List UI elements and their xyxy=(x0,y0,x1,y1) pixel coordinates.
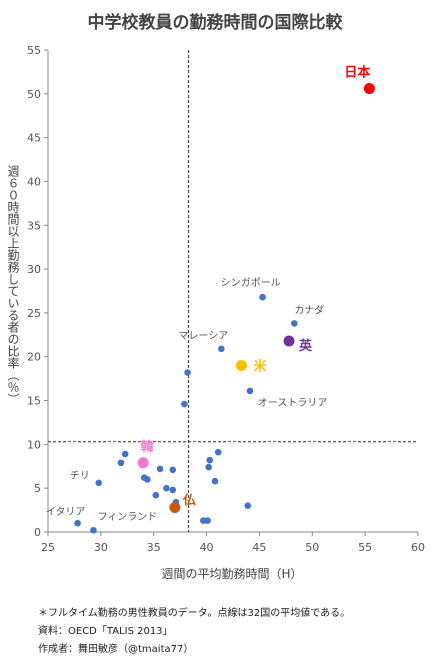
y-tick-label: 15 xyxy=(27,395,41,408)
data-point xyxy=(152,491,160,499)
data-point xyxy=(169,466,177,474)
highlighted-point xyxy=(363,83,375,95)
data-point xyxy=(259,293,266,301)
highlighted-label: 韓 xyxy=(141,439,154,455)
y-tick-label: 50 xyxy=(27,88,41,101)
y-tick-label: 25 xyxy=(27,307,41,320)
highlighted-point xyxy=(283,335,295,347)
y-axis-title: 週６０時間以上勤務している者の比率（％） xyxy=(6,165,20,405)
x-tick-label: 60 xyxy=(411,541,425,554)
x-tick-label: 50 xyxy=(305,541,319,554)
data-point xyxy=(205,463,212,471)
y-tick-label: 5 xyxy=(34,482,41,495)
highlighted-label: 米 xyxy=(253,358,267,374)
chart-title: 中学校教員の勤務時間の国際比較 xyxy=(88,12,344,33)
x-tick-label: 25 xyxy=(41,541,55,554)
country-annotation: フィンランド xyxy=(97,511,157,523)
x-tick-label: 30 xyxy=(94,541,108,554)
x-tick-label: 40 xyxy=(200,541,214,554)
y-tick-label: 20 xyxy=(27,351,41,364)
y-tick-label: 0 xyxy=(34,526,41,539)
data-point xyxy=(206,456,214,464)
footnote-source: 資料：OECD「TALIS 2013」 xyxy=(38,626,173,637)
data-point xyxy=(218,345,225,353)
data-point xyxy=(169,486,177,494)
data-point xyxy=(95,479,103,487)
x-tick-label: 55 xyxy=(358,541,372,554)
y-tick-label: 40 xyxy=(27,175,41,188)
highlighted-point xyxy=(137,457,149,469)
data-point xyxy=(214,448,222,456)
data-point xyxy=(144,476,151,483)
data-point xyxy=(291,320,298,327)
data-points-layer xyxy=(74,83,375,534)
data-point xyxy=(244,502,252,510)
country-annotation: チリ xyxy=(70,470,90,482)
y-tick-label: 55 xyxy=(27,44,41,57)
data-point xyxy=(117,459,125,467)
x-tick-label: 35 xyxy=(147,541,161,554)
data-point xyxy=(211,477,219,485)
country-annotation: イタリア xyxy=(46,506,86,518)
y-tick-label: 35 xyxy=(27,219,41,232)
data-point xyxy=(204,517,211,524)
data-point xyxy=(90,526,97,534)
y-tick-label: 45 xyxy=(27,132,41,145)
x-tick-label: 45 xyxy=(252,541,266,554)
data-point xyxy=(181,400,188,408)
footnote-author: 作成者：舞田敏彦（@tmaita77） xyxy=(38,644,194,655)
reference-lines-layer xyxy=(48,50,418,532)
country-annotation: オーストラリア xyxy=(258,397,328,409)
highlighted-label: 仏 xyxy=(183,493,196,508)
data-point xyxy=(121,450,129,458)
data-point xyxy=(184,369,191,376)
highlighted-label: 英 xyxy=(298,338,313,354)
country-annotation: シンガポール xyxy=(221,277,281,289)
y-tick-label: 30 xyxy=(27,263,41,276)
x-axis-title: 週間の平均勤務時間（H） xyxy=(161,567,302,581)
highlighted-label: 日本 xyxy=(344,65,370,81)
data-point xyxy=(163,484,170,492)
data-point xyxy=(246,387,254,395)
data-point xyxy=(74,519,81,527)
y-tick-label: 10 xyxy=(27,438,41,451)
country-annotation: マレーシア xyxy=(178,331,228,342)
country-annotation: カナダ xyxy=(294,303,324,316)
highlighted-point xyxy=(235,359,247,371)
axes-layer: 25 30 35 40 45 50 55 60 0 5 10 15 20 25 30 35 40 45 50 55 xyxy=(27,44,425,554)
data-point xyxy=(156,465,164,473)
highlighted-point xyxy=(169,501,181,513)
footnote-note: ＊フルタイム勤務の男性教員のデータ。点線は32国の平均値である。 xyxy=(38,608,351,619)
